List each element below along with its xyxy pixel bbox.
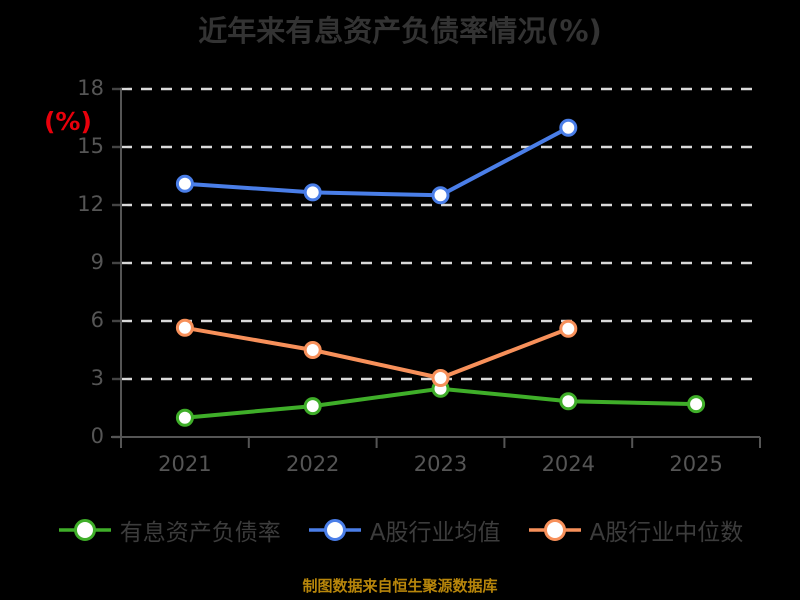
data-point[interactable] [431, 186, 450, 205]
legend-item-0[interactable]: 有息资产负债率 [57, 513, 281, 547]
x-tick-labels: 2021 2022 2023 2024 2025 [158, 452, 723, 476]
data-point[interactable] [303, 341, 322, 359]
svg-text:2021: 2021 [158, 452, 211, 476]
data-point[interactable] [431, 369, 450, 387]
y-tick-labels: 0 3 6 9 12 15 18 [77, 76, 104, 448]
legend-item-1[interactable]: A股行业均值 [307, 513, 501, 547]
axes-group [111, 87, 761, 448]
legend-marker-icon-1 [308, 519, 361, 541]
data-point[interactable] [175, 318, 194, 337]
svg-text:6: 6 [91, 308, 104, 332]
data-point[interactable] [175, 408, 194, 427]
data-point[interactable] [303, 183, 322, 202]
series-points-group [175, 118, 706, 427]
svg-text:2023: 2023 [414, 452, 467, 476]
data-point[interactable] [559, 118, 578, 137]
plot-area: 0 3 6 9 12 15 18 2021 2022 2023 2024 2025 [77, 76, 761, 476]
chart-title: 近年来有息资产负债率情况(%) [198, 14, 602, 48]
legend-label-2: A股行业中位数 [589, 520, 744, 546]
data-point[interactable] [687, 395, 706, 414]
svg-text:12: 12 [77, 192, 104, 216]
svg-text:18: 18 [77, 76, 104, 100]
legend-marker-icon-0 [58, 519, 111, 541]
chart-legend: 有息资产负债率 A股行业均值 A股行业中位数 [0, 513, 800, 547]
series-line-2 [182, 325, 571, 380]
data-point[interactable] [559, 319, 578, 338]
svg-text:0: 0 [91, 424, 104, 448]
footer-source-note: 制图数据来自恒生聚源数据库 [302, 577, 498, 595]
svg-text:2024: 2024 [542, 452, 595, 476]
data-point[interactable] [303, 397, 322, 416]
svg-text:2025: 2025 [669, 452, 722, 476]
gridlines-group [121, 87, 760, 381]
legend-item-2[interactable]: A股行业中位数 [527, 513, 744, 547]
data-point[interactable] [559, 392, 578, 411]
legend-label-0: 有息资产负债率 [119, 520, 281, 546]
series-line-1 [182, 125, 571, 198]
legend-marker-icon-2 [528, 519, 581, 541]
y-axis-unit-label: (%) [44, 107, 92, 136]
legend-label-1: A股行业均值 [369, 520, 501, 546]
data-point[interactable] [175, 174, 194, 193]
svg-text:3: 3 [91, 366, 104, 390]
svg-text:2022: 2022 [286, 452, 339, 476]
svg-text:9: 9 [91, 250, 104, 274]
svg-text:15: 15 [77, 134, 104, 158]
